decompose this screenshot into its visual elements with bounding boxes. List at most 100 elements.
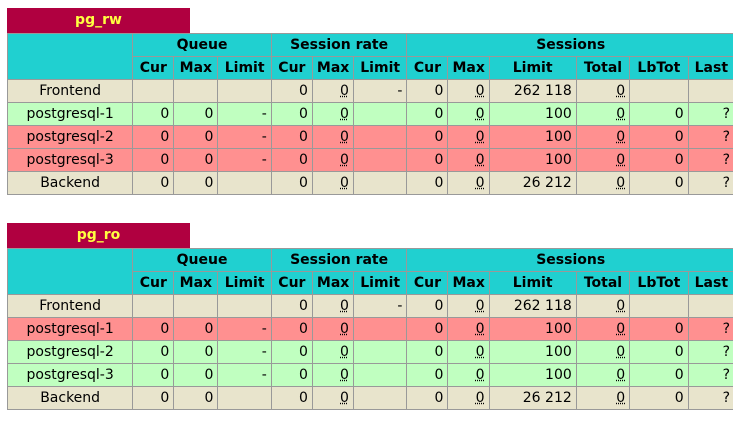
proxy-name[interactable]: pg_ro xyxy=(7,223,190,248)
stat-cell: 0 xyxy=(311,386,354,410)
subheader-lbtot: LbTot xyxy=(629,271,689,295)
stat-cell xyxy=(132,79,175,103)
subheader-max: Max xyxy=(173,271,219,295)
stat-cell: 0 xyxy=(406,125,449,149)
stats-table: Queue Session rate Sessions Cur Max Limit Cur M… xyxy=(6,33,733,195)
stat-cell: 0 xyxy=(311,363,354,387)
stat-cell: 0 xyxy=(270,79,313,103)
stat-cell: 100 xyxy=(488,363,577,387)
stat-cell: 0 xyxy=(270,317,313,341)
table-row: Backend 0 0 0 0 0 0 26 212 0 0? xyxy=(6,386,733,410)
stat-cell: 0 xyxy=(447,79,490,103)
stat-cell: 0 xyxy=(311,294,354,318)
proxy-section-pg_ro: pg_ro Queue Session rate Sessions Cur Max Limi… xyxy=(6,223,733,410)
header-session-rate: Session rate xyxy=(270,248,408,272)
table-row: postgresql-2 0 0-0 0 0 0 100 0 0? xyxy=(6,125,733,149)
stat-cell: 0 xyxy=(173,340,219,364)
stat-cell: ? xyxy=(687,148,733,172)
header-blank xyxy=(6,33,134,80)
stat-cell: 26 212 xyxy=(488,386,577,410)
stat-cell: 0 xyxy=(447,317,490,341)
stat-cell: 0 xyxy=(270,363,313,387)
stat-cell: ? xyxy=(687,317,733,341)
stat-cell xyxy=(687,294,733,318)
subheader-max: Max xyxy=(447,56,490,80)
stat-cell xyxy=(352,148,408,172)
stat-cell: 0 xyxy=(406,79,449,103)
proxy-name[interactable]: pg_rw xyxy=(7,8,190,33)
stat-cell xyxy=(217,294,272,318)
stat-cell: 26 212 xyxy=(488,171,577,195)
header-queue: Queue xyxy=(132,248,272,272)
table-row: Backend 0 0 0 0 0 0 26 212 0 0? xyxy=(6,171,733,195)
stat-cell: 0 xyxy=(406,386,449,410)
row-name[interactable]: postgresql-1 xyxy=(6,102,134,126)
stat-cell: 100 xyxy=(488,102,577,126)
subheader-max: Max xyxy=(173,56,219,80)
stat-cell: 0 xyxy=(270,148,313,172)
stat-cell xyxy=(352,386,408,410)
stat-cell xyxy=(173,294,219,318)
row-name[interactable]: postgresql-3 xyxy=(6,148,134,172)
row-name[interactable]: Frontend xyxy=(6,294,134,318)
row-name[interactable]: Backend xyxy=(6,171,134,195)
row-name[interactable]: postgresql-2 xyxy=(6,340,134,364)
stat-cell xyxy=(352,340,408,364)
stat-cell: 0 xyxy=(629,171,689,195)
stat-cell: 100 xyxy=(488,317,577,341)
stat-cell: 0 xyxy=(270,386,313,410)
table-row: postgresql-1 0 0-0 0 0 0 100 0 0? xyxy=(6,317,733,341)
table-row: Frontend 0 0-0 0 262 118 0 xyxy=(6,294,733,318)
stat-cell: - xyxy=(352,294,408,318)
subheader-limit: Limit xyxy=(488,271,577,295)
stat-cell: 0 xyxy=(173,317,219,341)
stat-cell: ? xyxy=(687,363,733,387)
stat-cell: 0 xyxy=(132,340,175,364)
stat-cell: 0 xyxy=(173,363,219,387)
header-sessions: Sessions xyxy=(406,33,733,57)
stat-cell xyxy=(629,79,689,103)
stat-cell: 0 xyxy=(575,363,631,387)
table-row: postgresql-3 0 0-0 0 0 0 100 0 0? xyxy=(6,148,733,172)
header-session-rate: Session rate xyxy=(270,33,408,57)
stat-cell: 0 xyxy=(575,79,631,103)
subheader-limit: Limit xyxy=(352,271,408,295)
stat-cell: 0 xyxy=(173,148,219,172)
stat-cell: 0 xyxy=(132,102,175,126)
row-name[interactable]: Frontend xyxy=(6,79,134,103)
stat-cell: 0 xyxy=(173,386,219,410)
stat-cell: 0 xyxy=(629,125,689,149)
stat-cell: 0 xyxy=(629,148,689,172)
stat-cell: - xyxy=(217,148,272,172)
stat-cell: ? xyxy=(687,125,733,149)
row-name[interactable]: postgresql-1 xyxy=(6,317,134,341)
stat-cell: 0 xyxy=(575,171,631,195)
stat-cell xyxy=(173,79,219,103)
stat-cell: - xyxy=(217,125,272,149)
stat-cell: 0 xyxy=(173,125,219,149)
stat-cell: 0 xyxy=(132,125,175,149)
stat-cell: ? xyxy=(687,340,733,364)
row-name[interactable]: postgresql-3 xyxy=(6,363,134,387)
subheader-cur: Cur xyxy=(132,271,175,295)
stat-cell: 0 xyxy=(406,294,449,318)
stat-cell: 0 xyxy=(447,148,490,172)
stat-cell: 0 xyxy=(447,340,490,364)
row-name[interactable]: postgresql-2 xyxy=(6,125,134,149)
stat-cell xyxy=(217,386,272,410)
stat-cell: 0 xyxy=(270,171,313,195)
stat-cell: 0 xyxy=(173,102,219,126)
stat-cell: ? xyxy=(687,386,733,410)
stat-cell: 0 xyxy=(311,171,354,195)
stat-cell: 0 xyxy=(447,102,490,126)
stat-cell: 0 xyxy=(270,125,313,149)
row-name[interactable]: Backend xyxy=(6,386,134,410)
stat-cell xyxy=(629,294,689,318)
stat-cell: 0 xyxy=(447,125,490,149)
stat-cell: 0 xyxy=(629,386,689,410)
stats-table: Queue Session rate Sessions Cur Max Limit Cur M… xyxy=(6,248,733,410)
stat-cell: 0 xyxy=(575,386,631,410)
stat-cell xyxy=(352,125,408,149)
stat-cell: 0 xyxy=(629,102,689,126)
stat-cell: ? xyxy=(687,171,733,195)
